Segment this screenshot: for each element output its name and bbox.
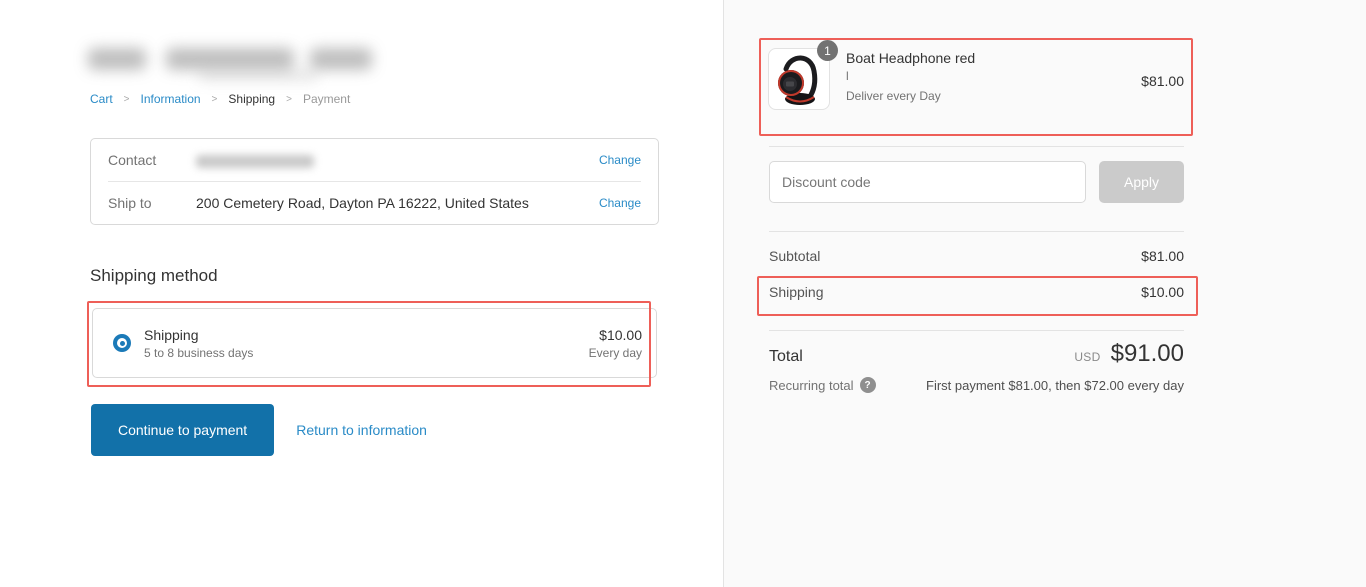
shipping-option-radio[interactable] bbox=[113, 334, 131, 352]
ship-to-address: 200 Cemetery Road, Dayton PA 16222, Unit… bbox=[196, 195, 529, 211]
chevron-right-icon: > bbox=[123, 93, 130, 105]
shipping-option-price: $10.00 bbox=[599, 326, 642, 343]
total-amount: $91.00 bbox=[1110, 340, 1184, 367]
subtotal-value: $81.00 bbox=[1141, 248, 1184, 264]
shipping-option-frequency: Every day bbox=[588, 345, 642, 360]
ship-to-label: Ship to bbox=[108, 195, 152, 211]
subtotal-label: Subtotal bbox=[769, 248, 821, 264]
total-row: Total USD $91.00 bbox=[769, 340, 1184, 368]
item-title: Boat Headphone red bbox=[846, 50, 976, 66]
shipping-cost-label: Shipping bbox=[769, 284, 824, 300]
item-variant: l bbox=[846, 69, 849, 83]
ship-to-row: Ship to 200 Cemetery Road, Dayton PA 162… bbox=[91, 182, 658, 224]
headphone-image bbox=[778, 55, 818, 105]
discount-section: Apply bbox=[769, 161, 1184, 203]
divider bbox=[769, 231, 1184, 232]
shipping-option[interactable]: Shipping 5 to 8 business days $10.00 Eve… bbox=[92, 308, 657, 378]
total-label: Total bbox=[769, 348, 803, 365]
recurring-total-left: Recurring total ? bbox=[769, 377, 876, 393]
total-amount-group: USD $91.00 bbox=[1074, 340, 1184, 368]
chevron-right-icon: > bbox=[211, 93, 218, 105]
item-price: $81.00 bbox=[1141, 73, 1184, 89]
apply-discount-button[interactable]: Apply bbox=[1099, 161, 1184, 203]
shipping-method-heading: Shipping method bbox=[90, 266, 218, 285]
quantity-badge: 1 bbox=[817, 40, 838, 61]
redacted-blob bbox=[310, 48, 372, 70]
subtotal-row: Subtotal $81.00 bbox=[769, 248, 1184, 264]
divider bbox=[769, 330, 1184, 331]
chevron-right-icon: > bbox=[286, 93, 292, 105]
step-actions: Continue to payment Return to informatio… bbox=[91, 404, 427, 456]
checkout-main: Cart > Information > Shipping > Payment … bbox=[87, 44, 659, 456]
redacted-blob bbox=[88, 48, 146, 70]
shipping-option-pricing: $10.00 Every day bbox=[589, 327, 642, 360]
recurring-total-row: Recurring total ? First payment $81.00, … bbox=[769, 377, 1184, 393]
help-icon[interactable]: ? bbox=[859, 377, 876, 393]
breadcrumb-payment: Payment bbox=[302, 92, 351, 106]
breadcrumb: Cart > Information > Shipping > Payment bbox=[90, 92, 350, 106]
breadcrumb-shipping: Shipping bbox=[228, 92, 276, 106]
return-to-information-link[interactable]: Return to information bbox=[296, 422, 427, 438]
shipping-option-description: 5 to 8 business days bbox=[144, 345, 254, 360]
change-contact-link[interactable]: Change bbox=[598, 153, 641, 167]
breadcrumb-information[interactable]: Information bbox=[140, 92, 201, 106]
cart-line-item: 1 Boat Headphone red l Deliver every Day… bbox=[759, 38, 1193, 136]
discount-code-input[interactable] bbox=[769, 161, 1086, 203]
recurring-total-label: Recurring total bbox=[769, 377, 854, 393]
shipping-cost-value: $10.00 bbox=[1141, 284, 1184, 300]
order-summary-sidebar: 1 Boat Headphone red l Deliver every Day… bbox=[723, 0, 1366, 587]
product-thumbnail: 1 bbox=[768, 40, 838, 110]
recurring-total-value: First payment $81.00, then $72.00 every … bbox=[926, 377, 1184, 393]
shipping-option-name: Shipping bbox=[144, 326, 199, 343]
breadcrumb-cart[interactable]: Cart bbox=[90, 92, 113, 106]
shipping-option-wrap: Shipping 5 to 8 business days $10.00 Eve… bbox=[87, 301, 657, 387]
contact-email-redacted bbox=[196, 152, 599, 168]
divider bbox=[769, 146, 1184, 147]
continue-to-payment-button[interactable]: Continue to payment bbox=[91, 404, 275, 456]
redacted-blob bbox=[198, 70, 318, 80]
total-currency: USD bbox=[1074, 350, 1101, 364]
contact-label: Contact bbox=[108, 152, 157, 168]
contact-summary-box: Contact Change Ship to 200 Cemetery Road… bbox=[90, 138, 659, 225]
store-name-redacted bbox=[88, 44, 388, 82]
shipping-cost-row: Shipping $10.00 bbox=[757, 276, 1198, 316]
redacted-blob bbox=[166, 48, 294, 70]
item-subscription-frequency: Deliver every Day bbox=[846, 89, 941, 103]
shipping-option-text: Shipping 5 to 8 business days bbox=[144, 327, 589, 360]
divider bbox=[108, 181, 641, 182]
item-text: Boat Headphone red l Deliver every Day bbox=[846, 48, 1141, 114]
contact-row: Contact Change bbox=[91, 139, 658, 181]
change-address-link[interactable]: Change bbox=[598, 196, 641, 210]
